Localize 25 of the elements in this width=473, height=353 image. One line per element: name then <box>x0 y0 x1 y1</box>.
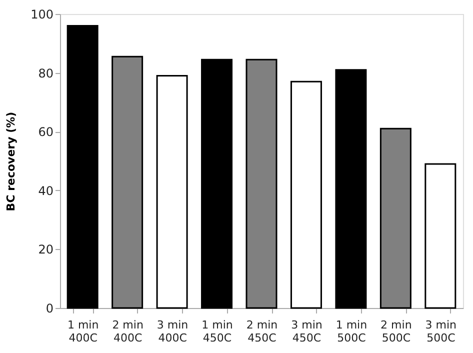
x-tick-label: 1 min 400C <box>67 318 99 344</box>
bar <box>290 80 322 309</box>
bar <box>66 25 98 309</box>
x-tick-label: 3 min 450C <box>291 318 322 344</box>
x-tick-label: 1 min 500C <box>336 318 368 344</box>
x-tick-label: 1 min 450C <box>202 318 233 344</box>
y-tick-label: 40 <box>38 184 54 198</box>
bar <box>246 58 278 309</box>
y-tick-label: 100 <box>30 8 54 22</box>
x-tick-label: 3 min 500C <box>425 318 457 344</box>
x-tick-label: 2 min 450C <box>246 318 278 344</box>
bar <box>201 58 233 309</box>
bar <box>335 69 367 309</box>
x-tick-label: 3 min 400C <box>156 318 188 344</box>
y-tick-label: 60 <box>38 125 54 140</box>
y-axis-title: BC recovery (%) <box>4 112 18 212</box>
y-tick-label: 0 <box>46 302 54 316</box>
bar <box>156 74 188 309</box>
bar <box>424 163 456 309</box>
x-tick-label: 2 min 400C <box>112 318 144 344</box>
x-tick-label: 2 min 500C <box>380 318 412 344</box>
bar <box>112 56 144 309</box>
y-tick-label: 80 <box>38 66 54 80</box>
bar <box>380 128 412 309</box>
y-tick-label: 20 <box>38 242 54 257</box>
